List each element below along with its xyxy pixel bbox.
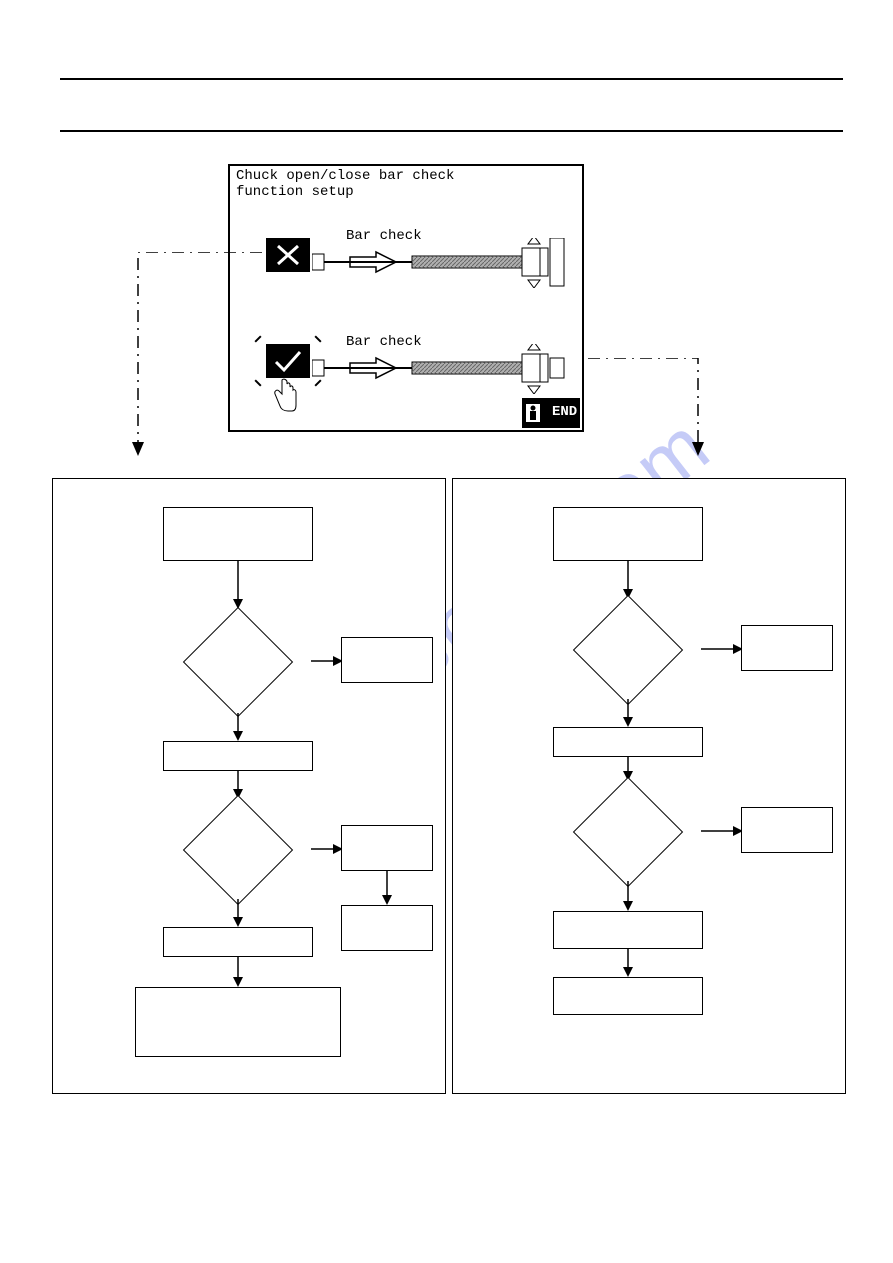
connector-right bbox=[586, 358, 706, 458]
fc-node bbox=[163, 927, 313, 957]
fc-node bbox=[135, 987, 341, 1057]
page: manualshive.com Chuck open/close bar che… bbox=[0, 0, 893, 1263]
flow-arrow bbox=[701, 643, 743, 655]
header-rule-2 bbox=[60, 130, 843, 132]
flow-arrow bbox=[623, 561, 633, 599]
flow-arrow bbox=[382, 871, 392, 905]
flowchart-left bbox=[52, 478, 446, 1094]
fc-node bbox=[553, 911, 703, 949]
flow-arrow bbox=[233, 561, 243, 609]
glow-tick bbox=[314, 335, 321, 342]
fc-diamond bbox=[573, 595, 683, 705]
mechanism-diagram bbox=[312, 238, 576, 288]
flow-arrow bbox=[623, 949, 633, 977]
flow-arrow bbox=[623, 699, 633, 727]
flow-arrow bbox=[311, 655, 343, 667]
flow-arrow bbox=[233, 957, 243, 987]
flow-arrow bbox=[623, 881, 633, 911]
fc-node bbox=[553, 727, 703, 757]
fc-node bbox=[163, 741, 313, 771]
flow-arrow bbox=[233, 899, 243, 927]
fc-node bbox=[163, 507, 313, 561]
cross-icon[interactable] bbox=[266, 238, 310, 272]
flow-arrow bbox=[701, 825, 743, 837]
fc-diamond bbox=[183, 607, 293, 717]
screen-panel: Chuck open/close bar check function setu… bbox=[228, 164, 584, 432]
fc-diamond bbox=[183, 795, 293, 905]
fc-node bbox=[741, 807, 833, 853]
mechanism-diagram bbox=[312, 344, 576, 394]
fc-node bbox=[553, 507, 703, 561]
connector-left bbox=[130, 252, 264, 458]
screen-title: Chuck open/close bar check function setu… bbox=[236, 168, 454, 200]
fc-diamond bbox=[573, 777, 683, 887]
fc-node bbox=[341, 637, 433, 683]
flow-arrow bbox=[233, 713, 243, 741]
fc-node bbox=[553, 977, 703, 1015]
check-icon[interactable] bbox=[266, 344, 310, 378]
flow-arrow bbox=[311, 843, 343, 855]
end-label: END bbox=[552, 404, 577, 420]
header-rule-1 bbox=[60, 78, 843, 80]
fc-node bbox=[341, 825, 433, 871]
fc-node bbox=[341, 905, 433, 951]
flowchart-right bbox=[452, 478, 846, 1094]
fc-node bbox=[741, 625, 833, 671]
hand-icon bbox=[270, 378, 298, 412]
